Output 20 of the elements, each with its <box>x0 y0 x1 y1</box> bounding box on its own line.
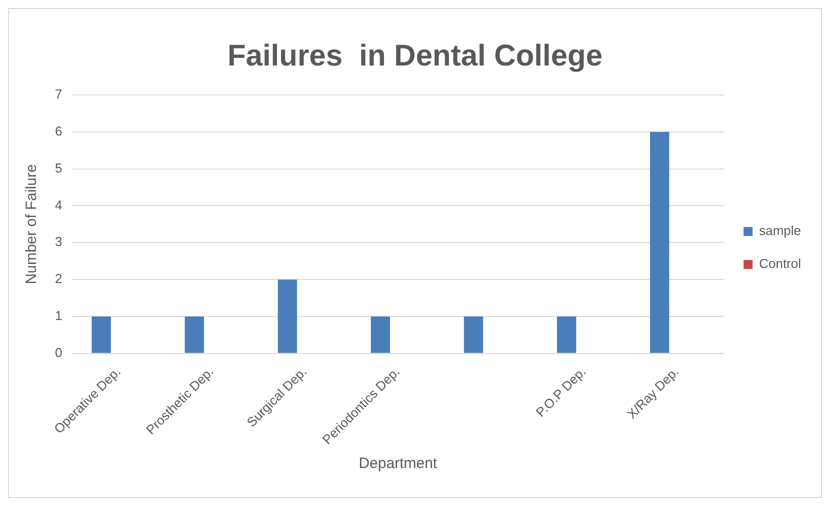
legend-label: sample <box>759 223 802 238</box>
legend-label: Control <box>759 256 802 272</box>
bar <box>184 316 204 353</box>
x-axis-title: Department <box>358 455 438 472</box>
chart-title: Failures in Dental College <box>227 39 603 72</box>
bar <box>370 316 390 353</box>
y-tick-label: 3 <box>54 234 62 250</box>
y-tick-label: 4 <box>54 197 62 212</box>
y-tick-label: 1 <box>54 308 62 324</box>
y-tick-label: 0 <box>54 344 62 360</box>
bar <box>556 316 576 353</box>
y-tick-label: 7 <box>54 86 62 102</box>
y-tick-label: 6 <box>54 123 62 138</box>
bar <box>650 132 670 353</box>
y-axis-title: Number of Failure <box>23 164 40 284</box>
bar <box>278 280 298 353</box>
bar <box>464 316 484 353</box>
y-tick-label: 5 <box>54 160 62 176</box>
y-tick-label: 2 <box>54 271 62 286</box>
bar <box>92 316 111 353</box>
